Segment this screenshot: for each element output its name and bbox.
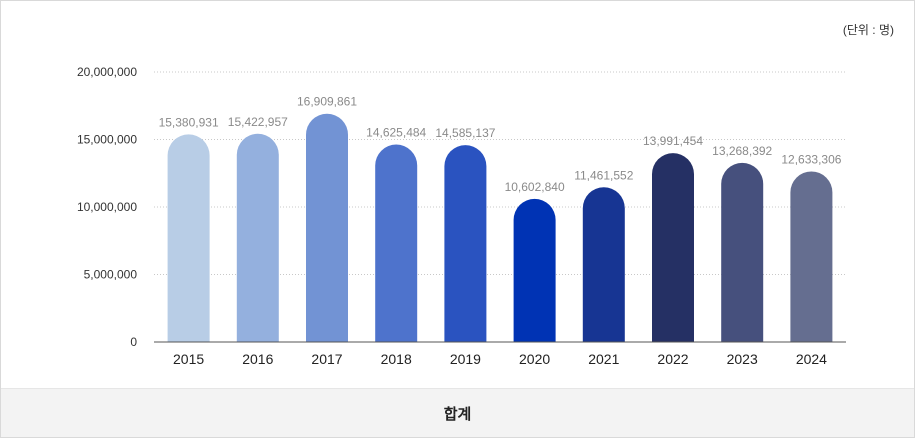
- bar: [721, 162, 764, 342]
- bar-chart: 0 5,000,000 10,000,000 15,000,000 20,000,000…: [77, 65, 846, 367]
- y-tick-label: 10,000,000: [77, 200, 137, 214]
- data-label: 14,625,484: [366, 126, 426, 140]
- bar: [236, 133, 279, 342]
- bar: [444, 145, 487, 342]
- bars: 15,380,931 15,422,957 16,909,861 14,625,484…: [159, 95, 842, 342]
- bar: [652, 153, 694, 342]
- data-label: 12,633,306: [781, 152, 841, 166]
- x-tick-label: 2016: [242, 351, 273, 367]
- x-tick-label: 2023: [727, 351, 758, 367]
- bar: [582, 187, 625, 342]
- x-axis: 2015 2016 2017 2018 2019 2020 2021 2022 2023 2024: [154, 341, 846, 367]
- bar: [167, 134, 210, 342]
- data-label: 13,268,392: [712, 144, 772, 158]
- x-tick-label: 2017: [311, 351, 342, 367]
- unit-label: (단위 : 명): [842, 23, 894, 37]
- y-axis: 0 5,000,000 10,000,000 15,000,000 20,000,000: [77, 65, 137, 349]
- y-tick-label: 0: [130, 335, 137, 349]
- footer-title: 합계: [1, 388, 914, 437]
- x-tick-label: 2022: [657, 351, 688, 367]
- bar: [513, 198, 556, 342]
- x-tick-label: 2015: [173, 351, 204, 367]
- y-tick-label: 15,000,000: [77, 133, 137, 147]
- data-label: 10,602,840: [505, 180, 565, 194]
- x-tick-label: 2018: [381, 351, 412, 367]
- x-tick-label: 2020: [519, 351, 550, 367]
- y-tick-label: 5,000,000: [84, 268, 138, 282]
- bar: [375, 144, 418, 342]
- x-tick-label: 2021: [588, 351, 619, 367]
- x-tick-label: 2024: [796, 351, 827, 367]
- data-label: 13,991,454: [643, 134, 703, 148]
- data-label: 15,422,957: [228, 115, 288, 129]
- bar: [306, 113, 348, 342]
- bar: [790, 171, 833, 342]
- x-tick-label: 2019: [450, 351, 481, 367]
- y-tick-label: 20,000,000: [77, 65, 137, 79]
- data-label: 16,909,861: [297, 95, 357, 109]
- data-label: 11,461,552: [574, 168, 633, 182]
- data-label: 14,585,137: [435, 126, 495, 140]
- data-label: 15,380,931: [159, 115, 219, 129]
